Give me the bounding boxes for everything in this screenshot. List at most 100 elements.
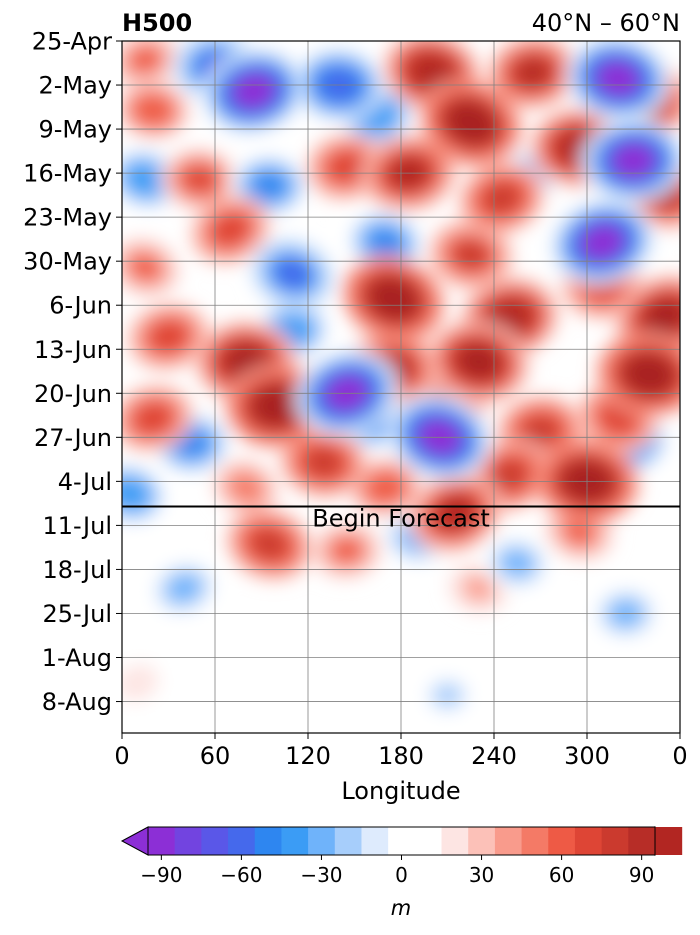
anomaly-band [135, 404, 171, 433]
anomaly-band [456, 344, 501, 380]
y-tick-label: 18-Jul [43, 556, 113, 584]
anomaly-band [182, 165, 217, 193]
y-tick-label: 30-May [23, 248, 112, 276]
anomaly-band [331, 537, 363, 564]
chart-title-right: 40°N – 60°N [532, 9, 680, 37]
anomaly-feature [148, 558, 220, 619]
y-tick-label: 23-May [23, 204, 112, 232]
anomaly-band [491, 459, 528, 491]
colorbar-segment [281, 827, 309, 855]
anomaly-band [231, 73, 277, 110]
anomaly-feature [428, 220, 513, 290]
colorbar-segment [228, 827, 256, 855]
colorbar-tick-label: 0 [395, 863, 408, 887]
anomaly-band [250, 528, 288, 560]
anomaly-band [274, 258, 311, 290]
colorbar-segment [388, 827, 416, 855]
anomaly-feature [201, 48, 306, 135]
colorbar-segment [254, 827, 282, 855]
anomaly-feature [249, 237, 336, 310]
anomaly-band [410, 55, 454, 90]
anomaly-feature [190, 195, 271, 264]
anomaly-band [329, 152, 365, 181]
colorbar: −90 −60 −30 0 30 60 90 [120, 826, 683, 887]
anomaly-feature [482, 534, 552, 592]
colorbar-segment [548, 827, 576, 855]
anomaly-feature [415, 669, 480, 722]
colorbar-segment [628, 827, 656, 855]
colorbar-segment [361, 827, 389, 855]
anomaly-feature [581, 118, 680, 203]
anomaly-band [371, 280, 416, 318]
anomaly-band [304, 447, 343, 478]
x-tick-label: 120 [285, 742, 331, 770]
anomaly-feature [122, 660, 164, 706]
colorbar-tick-label: −30 [300, 863, 342, 887]
colorbar-segment [655, 827, 683, 855]
anomaly-feature [128, 303, 209, 370]
colorbar-segment [468, 827, 496, 855]
anomaly-band [251, 171, 287, 200]
anomaly-feature [122, 79, 191, 141]
colorbar-segment [414, 827, 443, 855]
colorbar-tick-label: 60 [549, 863, 574, 887]
anomaly-feature [122, 147, 184, 212]
y-tick-label: 6-Jun [49, 292, 112, 320]
anomaly-band [611, 142, 656, 179]
colorbar-under-arrow [120, 826, 149, 856]
anomaly-feature [596, 332, 680, 417]
anomaly-band [435, 495, 476, 531]
anomaly-feature [341, 255, 445, 343]
y-tick-label: 11-Jul [43, 512, 113, 540]
colorbar-segment [494, 827, 523, 855]
begin-forecast-label: Begin Forecast [312, 505, 490, 533]
plot-area [122, 41, 680, 733]
colorbar-label: m [391, 896, 411, 920]
anomaly-feature [458, 162, 545, 235]
y-tick-label: 9-May [38, 116, 112, 144]
anomaly-band [433, 684, 462, 707]
anomaly-feature [565, 41, 671, 122]
anomaly-feature [122, 385, 194, 452]
anomaly-band [128, 165, 162, 194]
x-axis-ticks: 0 60 120 180 240 300 0 [114, 733, 688, 770]
anomaly-band [122, 480, 147, 508]
anomaly-band [136, 97, 170, 124]
y-tick-label: 25-Apr [32, 28, 112, 56]
colorbar-segment [574, 827, 603, 855]
anomaly-band [448, 104, 493, 142]
y-tick-label: 4-Jul [58, 468, 112, 496]
y-tick-label: 20-Jun [34, 380, 112, 408]
anomaly-band [254, 387, 300, 424]
y-tick-label: 1-Aug [42, 644, 112, 672]
colorbar-segment [521, 827, 549, 855]
anomaly-band [368, 228, 403, 257]
anomaly-feature [550, 199, 655, 286]
anomaly-feature [226, 508, 313, 581]
x-tick-label: 180 [378, 742, 424, 770]
y-tick-label: 25-Jul [43, 600, 113, 628]
anomaly-feature [212, 458, 280, 517]
anomaly-feature [122, 237, 181, 298]
colorbar-segment [174, 827, 202, 855]
grid-lines [122, 41, 680, 733]
colorbar-tick-label: 90 [629, 863, 654, 887]
anomaly-feature [419, 79, 522, 167]
anomaly-band [151, 322, 186, 351]
y-tick-label: 2-May [38, 72, 112, 100]
colorbar-segment [441, 827, 469, 855]
y-tick-label: 16-May [23, 160, 112, 188]
anomaly-band [626, 356, 672, 393]
colorbar-segment [201, 827, 229, 855]
anomaly-band [643, 299, 680, 337]
anomaly-band [168, 575, 200, 602]
anomaly-band [126, 672, 149, 693]
anomaly-band [452, 240, 489, 270]
anomaly-feature [347, 457, 424, 519]
x-tick-label: 240 [471, 742, 517, 770]
colorbar-segment [334, 827, 362, 855]
anomaly-band [580, 223, 625, 261]
anomaly-band [213, 215, 248, 245]
anomaly-feature [487, 41, 578, 109]
